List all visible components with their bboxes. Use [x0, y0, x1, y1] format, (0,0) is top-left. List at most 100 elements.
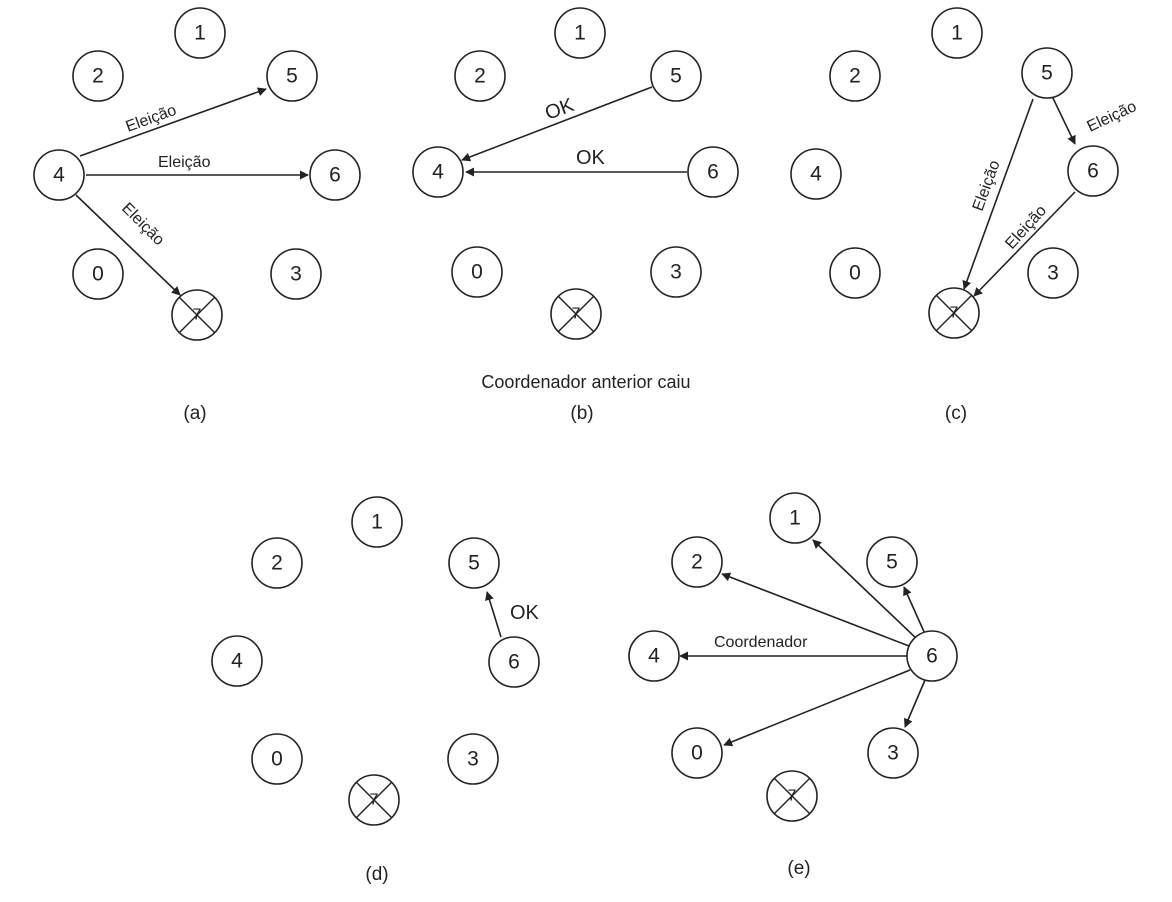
message-arrow-6-to-5: [903, 586, 926, 635]
svg-text:1: 1: [789, 507, 801, 530]
svg-text:4: 4: [810, 163, 822, 186]
process-node-4: 4: [33, 149, 85, 201]
process-node-3: 3: [650, 246, 702, 298]
process-node-3: 3: [447, 733, 499, 785]
process-node-5: 5: [266, 50, 318, 102]
svg-text:0: 0: [849, 262, 861, 285]
panel-caption-c: (c): [945, 403, 967, 424]
process-node-1: 1: [931, 7, 983, 59]
process-node-0: 0: [829, 247, 881, 299]
process-node-2: 2: [829, 50, 881, 102]
svg-text:4: 4: [432, 161, 444, 184]
svg-text:5: 5: [670, 65, 682, 88]
svg-text:7: 7: [572, 306, 581, 323]
process-node-3: 3: [270, 248, 322, 300]
process-node-5: 5: [650, 50, 702, 102]
message-label-6-to-4: Coordenador: [714, 634, 808, 651]
message-label-6-to-4: OK: [576, 147, 606, 169]
process-node-4: 4: [790, 148, 842, 200]
process-node-2: 2: [72, 50, 124, 102]
message-label-5-to-4: OK: [542, 94, 577, 125]
svg-text:7: 7: [193, 307, 202, 324]
process-node-6: 6: [906, 630, 958, 682]
message-arrow-6-to-5: [485, 591, 502, 638]
process-node-0: 0: [251, 733, 303, 785]
panel-caption-b: (b): [570, 403, 593, 424]
process-node-1: 1: [769, 492, 821, 544]
panel-e: Coordenador 1 2 5 4 6 0 3 7 (e): [628, 492, 958, 879]
svg-text:2: 2: [691, 551, 703, 574]
svg-text:0: 0: [92, 263, 104, 286]
svg-text:5: 5: [468, 552, 480, 575]
svg-text:4: 4: [648, 645, 660, 668]
svg-text:6: 6: [926, 645, 938, 668]
message-arrow-5-to-4: [461, 86, 653, 162]
process-node-2: 2: [671, 536, 723, 588]
svg-text:0: 0: [471, 261, 483, 284]
process-node-5: 5: [448, 537, 500, 589]
svg-text:1: 1: [951, 22, 963, 45]
svg-text:5: 5: [1041, 62, 1053, 85]
svg-text:5: 5: [886, 551, 898, 574]
process-node-2: 2: [454, 50, 506, 102]
svg-text:2: 2: [474, 65, 486, 88]
panel-b: OK OK 1 2 5 4 6 0 3 7 Coordenador anteri…: [412, 7, 739, 424]
svg-text:4: 4: [231, 650, 243, 673]
message-label-5-to-7: Eleição: [970, 158, 1004, 213]
message-arrow-6-to-7: [973, 191, 1076, 297]
message-arrow-5-to-6: [1051, 95, 1076, 145]
svg-text:3: 3: [670, 261, 682, 284]
process-node-3: 3: [867, 727, 919, 779]
svg-text:3: 3: [1047, 262, 1059, 285]
panel-caption-e: (e): [787, 858, 810, 879]
panel-a: Eleição Eleição Eleição 1 2 5 4 6 0 3 7 …: [33, 7, 361, 424]
svg-text:7: 7: [788, 788, 797, 805]
process-node-3: 3: [1027, 247, 1079, 299]
message-label-5-to-6: Eleição: [1085, 98, 1140, 136]
crashed-process-node-7: 7: [348, 774, 400, 826]
svg-text:2: 2: [271, 552, 283, 575]
svg-text:5: 5: [286, 65, 298, 88]
message-arrow-5-to-7: [962, 98, 1034, 290]
process-node-6: 6: [1067, 145, 1119, 197]
process-node-4: 4: [412, 146, 464, 198]
message-label-4-to-6: Eleição: [158, 154, 211, 171]
svg-text:6: 6: [508, 651, 520, 674]
panel-c: Eleição Eleição Eleição 1 2 5 4 6 0 3 7 …: [790, 7, 1140, 424]
svg-text:7: 7: [950, 305, 959, 322]
panel-caption-a: (a): [183, 403, 206, 424]
svg-text:3: 3: [467, 748, 479, 771]
svg-text:6: 6: [707, 161, 719, 184]
panel-d: OK 1 2 5 4 6 0 3 7 (d): [211, 496, 540, 885]
process-node-4: 4: [628, 630, 680, 682]
svg-text:0: 0: [691, 742, 703, 765]
message-label-6-to-5: OK: [510, 602, 540, 624]
process-node-2: 2: [251, 537, 303, 589]
crashed-process-node-7: 7: [550, 288, 602, 340]
process-node-4: 4: [211, 635, 263, 687]
svg-text:3: 3: [887, 742, 899, 765]
message-arrow-6-to-2: [721, 572, 910, 647]
process-node-6: 6: [687, 146, 739, 198]
process-node-5: 5: [866, 536, 918, 588]
svg-text:2: 2: [92, 65, 104, 88]
message-arrow-6-to-1: [812, 539, 919, 641]
message-arrow-6-to-3: [904, 679, 926, 728]
process-node-1: 1: [174, 7, 226, 59]
process-node-1: 1: [351, 496, 403, 548]
svg-text:1: 1: [371, 511, 383, 534]
message-arrow-4-to-5: [79, 87, 267, 157]
svg-text:1: 1: [574, 22, 586, 45]
message-label-6-to-7: Eleição: [1002, 202, 1050, 252]
crashed-process-node-7: 7: [766, 770, 818, 822]
svg-text:2: 2: [849, 65, 861, 88]
svg-text:6: 6: [329, 164, 341, 187]
process-node-1: 1: [554, 7, 606, 59]
message-arrow-4-to-7: [75, 194, 181, 296]
crashed-coordinator-note: Coordenador anterior caiu: [481, 372, 690, 392]
svg-text:3: 3: [290, 263, 302, 286]
svg-text:1: 1: [194, 22, 206, 45]
process-node-5: 5: [1021, 47, 1073, 99]
svg-text:0: 0: [271, 748, 283, 771]
